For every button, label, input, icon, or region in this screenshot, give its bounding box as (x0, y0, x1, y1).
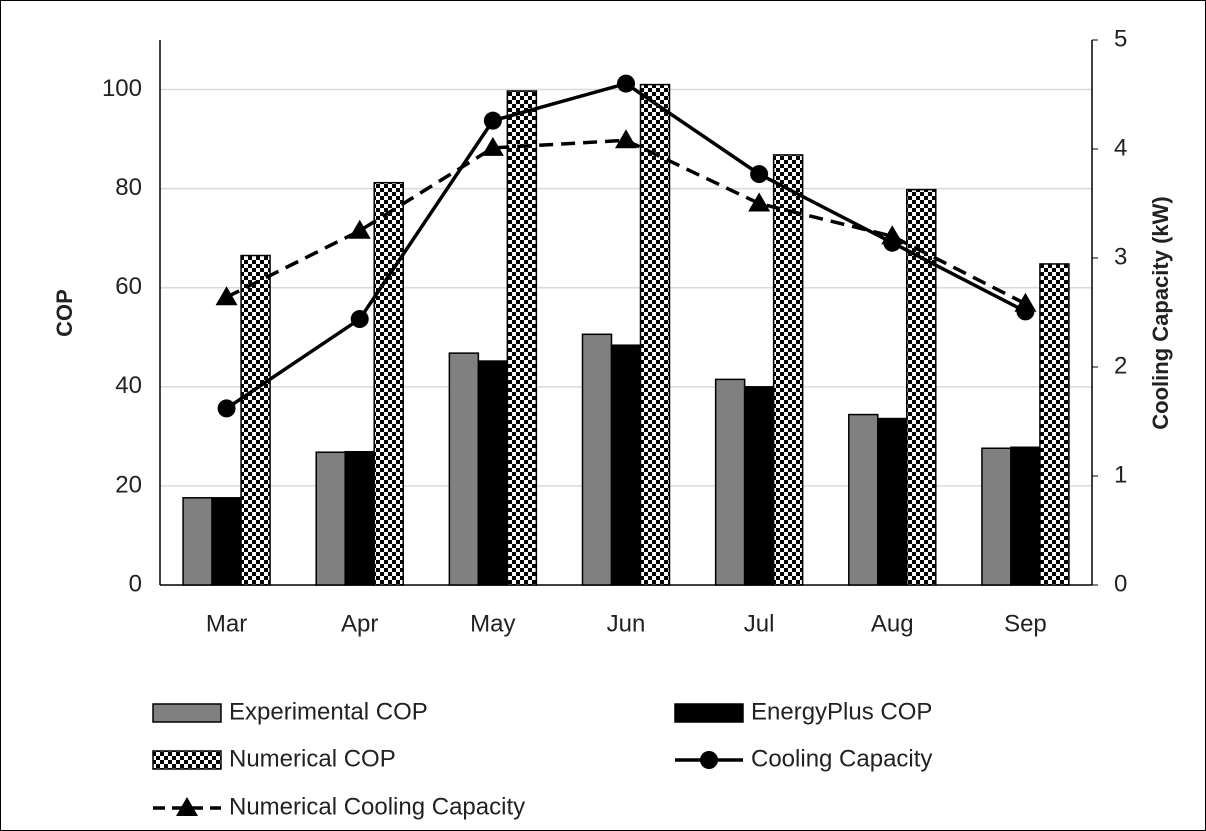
bar (981, 447, 1012, 586)
marker (483, 111, 502, 130)
x-tick-label: Aug (871, 610, 914, 637)
legend-label: Numerical COP (229, 745, 396, 772)
bar (877, 417, 908, 586)
bar (211, 497, 242, 586)
x-tick-label: Jun (607, 610, 646, 637)
legend-swatch (674, 703, 744, 723)
bar (610, 344, 642, 586)
legend-swatch (152, 703, 222, 723)
y-tick-label: 40 (115, 372, 142, 399)
x-tick-label: May (470, 610, 515, 637)
marker (481, 136, 504, 156)
bar (506, 90, 538, 586)
bar (581, 333, 613, 586)
bar (182, 497, 213, 586)
x-tick-label: Apr (341, 610, 378, 637)
marker (348, 219, 371, 239)
marker (350, 310, 369, 329)
legend-marker (700, 751, 718, 769)
legend-swatch (152, 750, 222, 770)
y-tick-label: 0 (129, 570, 142, 597)
y-tick-label: 80 (115, 174, 142, 201)
y2-tick-label: 0 (1114, 570, 1127, 597)
x-tick-label: Mar (206, 610, 247, 637)
y-tick-label: 100 (102, 75, 142, 102)
y2-tick-label: 1 (1114, 461, 1127, 488)
y-tick-label: 60 (115, 273, 142, 300)
legend-label: Cooling Capacity (751, 745, 932, 772)
bar (1039, 263, 1070, 586)
marker (881, 225, 904, 245)
marker (615, 129, 637, 149)
legend-label: Numerical Cooling Capacity (229, 793, 525, 820)
bar (240, 254, 271, 586)
legend-label: Experimental COP (229, 698, 428, 725)
bar (848, 413, 879, 586)
bar (477, 360, 509, 586)
marker (748, 192, 771, 212)
bar (639, 83, 671, 586)
bar (315, 451, 346, 586)
y2-tick-label: 2 (1114, 352, 1127, 379)
legend-label: EnergyPlus COP (751, 698, 932, 725)
marker (217, 399, 236, 418)
bar (448, 352, 480, 586)
y2-tick-label: 4 (1114, 134, 1127, 161)
y-tick-label: 20 (115, 471, 142, 498)
bar (743, 386, 775, 586)
bar (772, 154, 804, 586)
bar (373, 181, 404, 586)
y2-axis-label: Cooling Capacity (kW) (1148, 196, 1173, 429)
y2-tick-label: 5 (1114, 25, 1127, 52)
y-axis-label: COP (52, 289, 77, 337)
marker (617, 74, 635, 93)
marker (750, 165, 769, 184)
marker (1014, 292, 1037, 312)
bar (1010, 446, 1041, 586)
marker (215, 286, 238, 306)
x-tick-label: Sep (1004, 610, 1047, 637)
bar (344, 450, 375, 586)
legend-marker (176, 797, 198, 816)
bar (714, 378, 746, 586)
bar (906, 188, 937, 586)
y2-tick-label: 3 (1114, 243, 1127, 270)
x-tick-label: Jul (744, 610, 775, 637)
